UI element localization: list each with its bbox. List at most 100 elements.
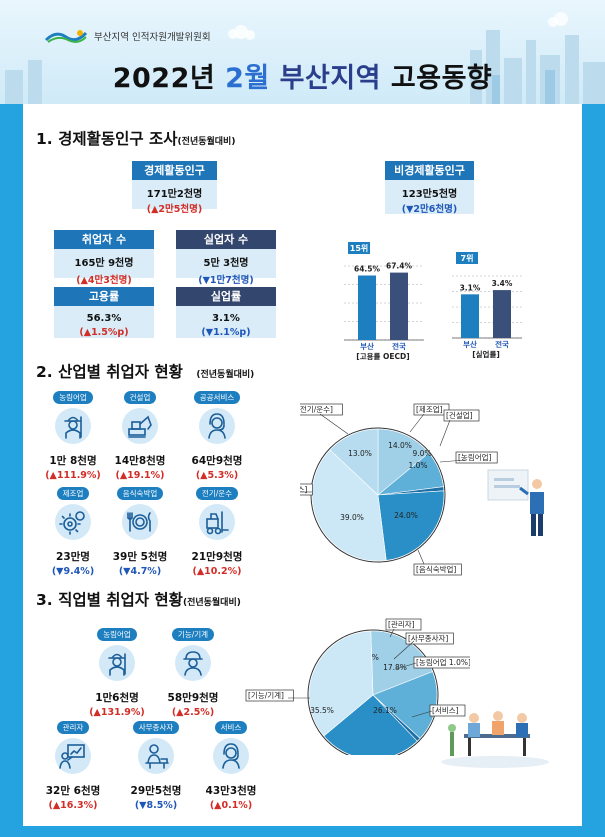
pie-category-label: [건설업] — [446, 410, 473, 420]
employee-count: 14만8천명 — [114, 455, 166, 467]
bar-부산 — [461, 294, 479, 338]
employee-count: 39만 5천명 — [112, 551, 168, 563]
worker-icon — [175, 645, 211, 681]
change-rate: (▲111.9%) — [45, 470, 101, 481]
forklift-icon — [199, 504, 235, 540]
pie-category-box — [413, 656, 470, 669]
rank-badge — [348, 242, 370, 254]
section2-item-2: 공공서비스 64만9천명 (▲5.3%) — [174, 385, 260, 481]
org-logo: 부산지역 인적자원개발위원회 — [44, 28, 211, 44]
farmer-icon — [55, 408, 91, 444]
card-change: (▼1.1%p) — [201, 327, 251, 338]
econ-active-card: 경제활동인구 171만2천명 (▲2만5천명) — [132, 161, 217, 215]
title-year: 2022년 — [112, 63, 226, 94]
pie-value-label: 14.0% — [388, 441, 412, 450]
pie-leader-line — [409, 413, 425, 433]
category-pill: 음식숙박업 — [116, 487, 164, 500]
bar-data-label: 3.4% — [492, 279, 513, 288]
pie-leader-line — [389, 628, 395, 638]
pie-category-label: [농림어업] — [458, 452, 492, 462]
bar-chart-xlabel: [실업률] — [472, 349, 500, 358]
occupation-pie-chart: 19.6%[관리자]17.8%[사무종사자][농림어업 1.0%]26.1%[서… — [245, 618, 470, 755]
pie-category-label: [음식숙박업] — [416, 564, 456, 574]
title-suffix: 고용동향 — [381, 63, 493, 94]
unemployment-rate-bar-chart: 7위 3.1% 부산 3.4% 전국[실업률] — [452, 252, 522, 358]
meeting-illustration-icon — [441, 711, 549, 768]
category-pill: 기능/기계 — [171, 628, 215, 641]
card-value: 5만 3천명 — [203, 258, 249, 269]
presentation-icon — [55, 738, 91, 774]
pie-value-label: 17.8% — [383, 663, 407, 672]
card-header: 취업자 수 — [54, 230, 154, 249]
pie-category-label: [사무종사자] — [408, 634, 448, 643]
card-value: 165만 9천명 — [74, 258, 134, 269]
pie-value-label: 1.0% — [408, 461, 427, 470]
section3-item-4: 서비스 43만3천명 (▲0.1%) — [188, 715, 274, 811]
pie-value-label: 35.5% — [310, 706, 334, 715]
employee-count: 21만9천명 — [191, 551, 243, 563]
pie-outline — [307, 629, 439, 755]
bar-chart-xlabel: [고용률 OECD] — [356, 351, 409, 360]
bar-data-label: 67.4% — [386, 262, 413, 271]
pie-value-label: 9.0% — [412, 449, 431, 458]
bar-category-label: 부산 — [360, 341, 374, 351]
pie-category-label: [공공서비스] — [300, 485, 307, 494]
pie-category-label: [기능/기계] — [248, 690, 284, 700]
pie-slice — [323, 694, 418, 755]
unemployed-card: 실업자 수 5만 3천명 (▼1만7천명) — [176, 230, 276, 286]
headset-icon — [213, 738, 249, 774]
pie-value-label: 26.1% — [373, 706, 397, 715]
pie-category-label: [제조업] — [416, 405, 443, 414]
card-value: 56.3% — [86, 313, 122, 324]
gears-icon — [55, 504, 91, 540]
rank-label: 15위 — [350, 243, 369, 253]
card-change: (▼2만6천명) — [401, 204, 458, 215]
pie-category-label: [관리자] — [388, 619, 415, 629]
pie-category-box — [300, 483, 313, 496]
pie-leader-line — [319, 413, 349, 435]
pie-slice — [377, 428, 430, 496]
pie-category-box — [455, 451, 498, 464]
title-region: 부산지역 — [269, 63, 382, 94]
employment-rate-card: 고용률 56.3% (▲1.5%p) — [54, 287, 154, 338]
section3-item-1: 기능/기계 58만9천명 (▲2.5%) — [150, 622, 236, 718]
pie-category-label: [서비스] — [432, 706, 459, 715]
employed-card: 취업자 수 165만 9천명 (▲4만3천명) — [54, 230, 154, 286]
card-header: 경제활동인구 — [132, 161, 217, 180]
card-value: 3.1% — [212, 313, 240, 324]
pie-category-box — [245, 689, 294, 702]
pie-value-label: 13.0% — [348, 449, 372, 458]
section1-title: 1. 경제활동인구 조사(전년동월대비) — [36, 130, 236, 148]
bar-전국 — [390, 272, 408, 340]
category-pill: 공공서비스 — [193, 391, 241, 404]
section3-title: 3. 직업별 취업자 현황(전년동월대비) — [36, 591, 241, 609]
bar-data-label: 3.1% — [460, 283, 481, 292]
employee-count: 29만5천명 — [130, 785, 182, 797]
employment-rate-bar-chart: 15위 64.5% 부산 67.4% 전국[고용률 OECD] — [344, 242, 424, 360]
dining-icon — [122, 504, 158, 540]
category-pill: 전기/운수 — [195, 487, 239, 500]
change-rate: (▼8.5%) — [134, 800, 178, 811]
change-rate: (▲0.1%) — [209, 800, 253, 811]
bar-부산 — [358, 275, 376, 340]
pie-slice — [377, 490, 445, 561]
pie-value-label: 39.0% — [340, 513, 364, 522]
section2-item-4: 음식숙박업 39만 5천명 (▼4.7%) — [97, 481, 183, 577]
card-change: (▲2만5천명) — [146, 204, 203, 215]
pie-leader-line — [439, 419, 451, 447]
employee-count: 43만3천명 — [205, 785, 257, 797]
card-change: (▼1만7천명) — [198, 275, 254, 286]
rank-badge — [456, 252, 478, 264]
pie-leader-line — [395, 662, 417, 670]
change-rate: (▲5.3%) — [195, 470, 239, 481]
change-rate: (▲2.5%) — [171, 707, 215, 718]
employee-count: 23만명 — [56, 551, 90, 563]
change-rate: (▼9.4%) — [51, 566, 95, 577]
card-change: (▲1.5%p) — [79, 327, 129, 338]
pie-category-box — [405, 632, 454, 645]
card-value: 123만5천명 — [401, 189, 458, 200]
pie-category-label: [전기/운수] — [300, 404, 333, 414]
pie-category-box — [413, 403, 450, 416]
card-value: 171만2천명 — [146, 189, 203, 200]
unemployment-rate-card: 실업률 3.1% (▼1.1%p) — [176, 287, 276, 338]
